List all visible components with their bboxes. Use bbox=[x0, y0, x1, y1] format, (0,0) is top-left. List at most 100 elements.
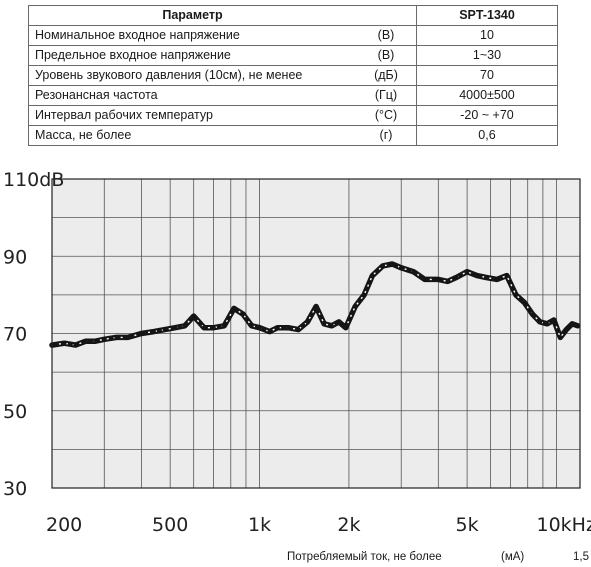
data-point bbox=[411, 269, 416, 274]
x-tick-label: 5k bbox=[456, 514, 479, 536]
data-point bbox=[62, 341, 67, 346]
data-point bbox=[173, 325, 178, 330]
data-point bbox=[537, 319, 543, 325]
axis-labels: 110dB 90 70 50 30 200 500 1k 2k 5k 10kHz bbox=[3, 169, 591, 536]
spec-param: Предельное входное напряжение bbox=[28, 45, 356, 66]
data-point bbox=[436, 277, 441, 282]
spec-value: 0,6 bbox=[416, 125, 558, 146]
data-point bbox=[564, 327, 569, 332]
spec-value: -20 ~ +70 bbox=[416, 105, 558, 126]
data-point bbox=[313, 304, 319, 309]
spec-row: Интервал рабочих температур (°С) -20 ~ +… bbox=[28, 105, 558, 126]
spec-unit: (г) bbox=[356, 125, 417, 146]
data-point bbox=[125, 335, 130, 340]
data-point bbox=[522, 300, 527, 305]
data-point bbox=[558, 335, 563, 340]
spec-row: Номинальное входное напряжение (В) 10 bbox=[28, 25, 558, 46]
spec-value: 70 bbox=[416, 65, 558, 86]
data-point bbox=[551, 317, 557, 323]
spec-header-unit bbox=[356, 5, 417, 26]
data-point bbox=[336, 319, 342, 325]
current-label: Потребляемый ток, не более bbox=[287, 551, 442, 563]
data-point bbox=[361, 292, 367, 298]
data-point bbox=[93, 339, 98, 344]
x-tick-label: 2k bbox=[337, 514, 360, 536]
data-point bbox=[474, 273, 480, 278]
spec-unit: (В) bbox=[356, 25, 417, 46]
data-point bbox=[201, 325, 207, 330]
y-tick-label: 30 bbox=[3, 478, 27, 500]
spec-row: Предельное входное напряжение (В) 1~30 bbox=[28, 45, 558, 66]
x-tick-label: 200 bbox=[46, 514, 82, 536]
spec-param: Масса, не более bbox=[28, 125, 356, 146]
data-point bbox=[329, 323, 334, 328]
spec-param: Номинальное входное напряжение bbox=[28, 25, 356, 46]
data-point bbox=[570, 321, 575, 326]
data-point bbox=[73, 342, 78, 348]
spec-param: Резонансная частота bbox=[28, 85, 356, 106]
frequency-response-chart: 110dB 90 70 50 30 200 500 1k 2k 5k 10kHz bbox=[3, 169, 591, 536]
spec-unit: (дБ) bbox=[356, 65, 417, 86]
spec-value: 10 bbox=[416, 25, 558, 46]
data-point bbox=[211, 325, 216, 330]
spec-header-row: Параметр SPT-1340 bbox=[28, 5, 558, 26]
data-point bbox=[370, 273, 375, 278]
data-point bbox=[380, 263, 385, 269]
data-point bbox=[305, 319, 310, 325]
data-point bbox=[445, 279, 450, 284]
y-tick-label: 90 bbox=[3, 246, 27, 268]
data-point bbox=[544, 321, 550, 326]
grid bbox=[52, 179, 580, 488]
data-point bbox=[231, 306, 237, 311]
data-point bbox=[257, 325, 262, 330]
data-point bbox=[102, 337, 107, 342]
data-point bbox=[240, 312, 246, 317]
spec-row: Резонансная частота (Гц) 4000±500 bbox=[28, 85, 558, 106]
current-value: 1,5 bbox=[573, 551, 589, 563]
data-point bbox=[464, 269, 470, 274]
plot-frame bbox=[51, 178, 581, 489]
y-tick-label: 70 bbox=[3, 324, 27, 346]
y-tick-label: 50 bbox=[3, 401, 27, 423]
data-point bbox=[504, 273, 509, 278]
data-point bbox=[353, 304, 358, 309]
spec-header-param: Параметр bbox=[28, 5, 356, 26]
spec-unit: (В) bbox=[356, 45, 417, 66]
data-point bbox=[422, 277, 427, 282]
data-point bbox=[530, 312, 535, 317]
x-tick-label: 500 bbox=[152, 514, 188, 536]
data-point bbox=[139, 331, 144, 336]
data-point bbox=[513, 292, 519, 298]
spec-value: 1~30 bbox=[416, 45, 558, 66]
data-point bbox=[162, 327, 168, 332]
data-point bbox=[321, 321, 327, 326]
data-point bbox=[222, 323, 227, 328]
spec-row: Масса, не более (г) 0,6 bbox=[28, 125, 558, 146]
x-tick-label: 1k bbox=[248, 514, 271, 536]
y-tick-label: 110dB bbox=[3, 169, 64, 191]
spec-table: Параметр SPT-1340 Номинальное входное на… bbox=[28, 5, 558, 146]
data-point bbox=[151, 329, 156, 334]
data-point bbox=[275, 325, 280, 330]
data-point bbox=[286, 325, 291, 330]
data-point bbox=[114, 335, 119, 340]
current-unit: (мА) bbox=[501, 551, 525, 563]
spec-unit: (°С) bbox=[356, 105, 417, 126]
data-point bbox=[191, 313, 196, 319]
spec-header-model: SPT-1340 bbox=[416, 5, 558, 26]
data-point bbox=[296, 327, 301, 332]
data-point bbox=[484, 275, 489, 280]
spec-value: 4000±500 bbox=[416, 85, 558, 106]
data-point bbox=[267, 329, 272, 334]
data-point bbox=[575, 323, 580, 328]
spec-param: Уровень звукового давления (10см), не ме… bbox=[28, 65, 356, 86]
data-point bbox=[83, 339, 89, 344]
data-point bbox=[494, 277, 500, 282]
data-point bbox=[454, 275, 459, 280]
data-point bbox=[343, 325, 348, 330]
series-layer bbox=[49, 261, 581, 348]
data-point bbox=[249, 323, 254, 328]
spec-unit: (Гц) bbox=[356, 85, 417, 106]
data-point bbox=[182, 323, 187, 328]
data-point bbox=[399, 265, 404, 270]
